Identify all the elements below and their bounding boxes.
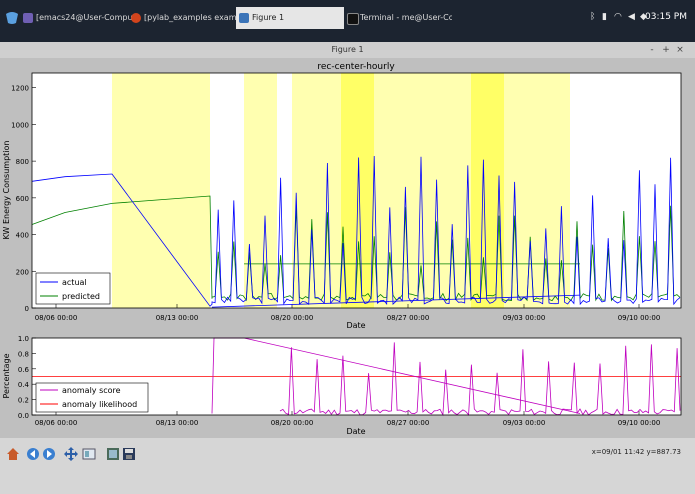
minimize-icon[interactable]: - — [650, 45, 654, 55]
task-label: Terminal - me@User-Com... — [360, 13, 452, 22]
highlight-band — [112, 73, 210, 308]
cursor-coordinates: x=09/01 11:42 y=887.73 — [591, 448, 681, 456]
window-title: Figure 1 — [331, 45, 364, 54]
highlight-band — [292, 73, 341, 308]
ytick-label: 0.4 — [18, 381, 30, 389]
volume-icon[interactable]: ◀ — [628, 12, 635, 22]
xtick-label: 09/10 00:00 — [618, 419, 661, 427]
navigation-toolbar: x=09/01 11:42 y=887.73 — [0, 438, 695, 494]
forward-icon[interactable] — [42, 446, 56, 460]
xtick-label: 08/06 00:00 — [35, 314, 78, 322]
bluetooth-icon[interactable]: ᛒ — [590, 12, 596, 22]
back-icon[interactable] — [26, 446, 40, 460]
ytick-label: 400 — [16, 232, 29, 240]
ytick-label: 600 — [16, 195, 29, 203]
bottom-plot-ylabel: Percentage — [2, 353, 11, 398]
legend-predicted-label: predicted — [62, 292, 100, 301]
ytick-label: 1200 — [11, 85, 29, 93]
emacs-icon — [23, 13, 33, 23]
task-label: [emacs24@User-Computer] — [36, 13, 132, 22]
browser-icon — [131, 13, 141, 23]
xtick-label: 09/10 00:00 — [618, 314, 661, 322]
xtick-label: 08/13 00:00 — [156, 314, 199, 322]
ytick-label: 0 — [25, 305, 29, 313]
task-pylab[interactable]: [pylab_examples example... — [128, 7, 236, 29]
series-predicted — [31, 195, 681, 302]
figure-canvas[interactable]: rec-center-hourly Date KW Energy Consump… — [0, 58, 695, 438]
ytick-label: 0.0 — [18, 412, 29, 420]
taskbar: [emacs24@User-Computer] [pylab_examples … — [0, 0, 695, 42]
configure-icon[interactable] — [106, 446, 120, 460]
legend-actual-label: actual — [62, 278, 87, 287]
bottom-plot-xlabel: Date — [346, 427, 365, 436]
home-icon[interactable] — [6, 446, 20, 460]
figure-icon — [239, 13, 249, 23]
xtick-label: 09/03 00:00 — [503, 314, 546, 322]
close-icon[interactable]: × — [676, 45, 684, 55]
top-xticks: 08/06 00:00 08/13 00:00 08/20 00:00 08/27 0… — [35, 304, 661, 322]
ytick-label: 200 — [16, 268, 29, 276]
battery-icon[interactable]: ▮ — [602, 12, 607, 22]
maximize-icon[interactable]: + — [662, 45, 670, 55]
highlight-band — [374, 73, 471, 308]
bottom-legend: anomaly score anomaly likelihood — [35, 382, 149, 413]
top-series — [31, 155, 681, 308]
bottom-plot: Date Percentage 0.0 0.2 0.4 0.6 0.8 1.0 08/06… — [2, 335, 682, 436]
xtick-label: 08/20 00:00 — [271, 419, 314, 427]
xtick-label: 08/06 00:00 — [35, 419, 78, 427]
ytick-label: 800 — [16, 158, 29, 166]
xtick-label: 08/13 00:00 — [156, 419, 199, 427]
xtick-label: 08/27 00:00 — [387, 419, 430, 427]
legend-anomaly-score-label: anomaly score — [62, 386, 121, 395]
xtick-label: 08/20 00:00 — [271, 314, 314, 322]
ytick-label: 0.6 — [18, 366, 30, 374]
save-icon[interactable] — [122, 446, 136, 460]
task-label: [pylab_examples example... — [144, 13, 236, 22]
top-plot-ylabel: KW Energy Consumption — [2, 141, 11, 240]
series-actual — [31, 155, 681, 307]
xtick-label: 09/03 00:00 — [503, 419, 546, 427]
task-figure[interactable]: Figure 1 — [236, 7, 344, 29]
ytick-label: 1.0 — [18, 335, 29, 343]
top-yticks: 0 200 400 600 800 1000 1200 — [11, 85, 36, 313]
xtick-label: 08/27 00:00 — [387, 314, 430, 322]
wifi-icon[interactable]: ◠ — [614, 12, 622, 22]
figure-svg: rec-center-hourly Date KW Energy Consump… — [2, 62, 682, 436]
task-emacs[interactable]: [emacs24@User-Computer] — [20, 7, 132, 29]
ytick-label: 1000 — [11, 121, 29, 129]
terminal-icon — [347, 13, 359, 25]
ytick-label: 0.8 — [18, 350, 29, 358]
top-plot: rec-center-hourly Date KW Energy Consump… — [2, 62, 682, 330]
top-legend: actual predicted — [35, 272, 111, 305]
pan-icon[interactable] — [64, 446, 78, 461]
notification-icon[interactable]: ◆ — [640, 12, 647, 22]
ytick-label: 0.2 — [18, 397, 29, 405]
legend-anomaly-likelihood-label: anomaly likelihood — [62, 400, 137, 409]
start-menu-icon[interactable] — [4, 10, 20, 26]
legend-box — [35, 272, 111, 305]
legend-box — [35, 382, 149, 413]
top-plot-xlabel: Date — [346, 321, 365, 330]
top-plot-title: rec-center-hourly — [317, 62, 395, 72]
series-anomaly-score-detail — [279, 342, 681, 417]
window-titlebar: Figure 1 - + × — [0, 42, 695, 59]
task-label: Figure 1 — [252, 13, 285, 22]
subplots-icon[interactable] — [82, 446, 96, 460]
bottom-plot-frame — [31, 337, 682, 416]
series-actual-trend — [211, 294, 581, 308]
top-plot-frame — [31, 72, 682, 309]
task-terminal[interactable]: Terminal - me@User-Com... — [344, 7, 452, 29]
clock[interactable]: 03:15 PM — [645, 12, 687, 22]
highlight-band — [244, 73, 277, 308]
